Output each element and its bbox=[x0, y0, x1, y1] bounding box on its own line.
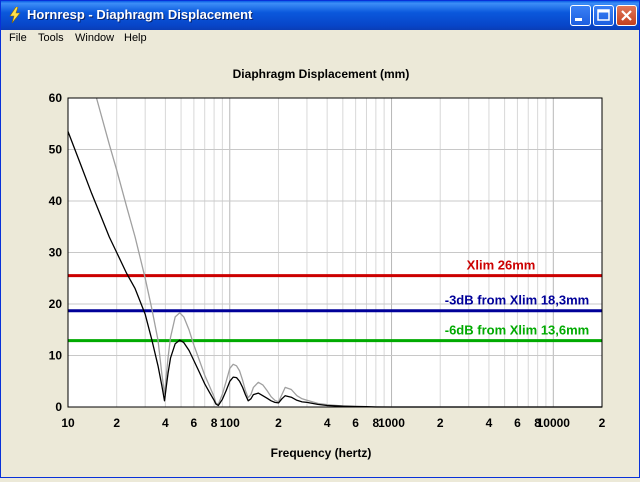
limit-line-label: Xlim 26mm bbox=[467, 258, 536, 273]
minimize-button[interactable] bbox=[570, 5, 591, 26]
menu-help[interactable]: Help bbox=[124, 32, 147, 44]
y-tick-label: 40 bbox=[49, 194, 63, 208]
x-tick-label: 100 bbox=[220, 416, 240, 430]
curves bbox=[67, 97, 602, 408]
menu-tools[interactable]: Tools bbox=[38, 32, 64, 44]
menu-bar: File Tools Window Help bbox=[1, 30, 639, 48]
y-tick-label: 10 bbox=[49, 349, 63, 363]
x-tick-label: 2 bbox=[599, 416, 606, 430]
limit-line-label: -6dB from Xlim 13,6mm bbox=[445, 323, 590, 338]
y-axis-ticks: 0 10 20 30 40 50 60 bbox=[49, 91, 63, 414]
y-tick-label: 0 bbox=[55, 400, 62, 414]
x-axis-label: Frequency (hertz) bbox=[271, 446, 372, 460]
displacement-chart: Diaphragm Displacement (mm) Xlim 26mm -3d… bbox=[49, 67, 606, 460]
x-tick-label: 8 bbox=[373, 416, 380, 430]
title-bar[interactable]: Hornresp - Diaphragm Displacement bbox=[1, 1, 639, 30]
x-tick-label: 2 bbox=[113, 416, 120, 430]
y-tick-label: 20 bbox=[49, 297, 63, 311]
menu-file[interactable]: File bbox=[9, 32, 27, 44]
maximize-button[interactable] bbox=[593, 5, 614, 26]
x-tick-label: 2 bbox=[437, 416, 444, 430]
maximize-icon bbox=[597, 9, 610, 21]
chart-title: Diaphragm Displacement (mm) bbox=[233, 67, 410, 81]
x-tick-label: 6 bbox=[352, 416, 359, 430]
x-tick-label: 8 bbox=[211, 416, 218, 430]
plot-border bbox=[67, 97, 603, 408]
x-tick-label: 8 bbox=[534, 416, 541, 430]
x-tick-label: 4 bbox=[486, 416, 493, 430]
x-tick-label: 10000 bbox=[537, 416, 571, 430]
menu-window[interactable]: Window bbox=[75, 32, 115, 44]
y-tick-label: 30 bbox=[49, 246, 63, 260]
x-tick-label: 4 bbox=[162, 416, 169, 430]
close-icon bbox=[621, 10, 632, 21]
minimize-icon bbox=[575, 18, 582, 21]
x-tick-label: 6 bbox=[191, 416, 198, 430]
window-title: Hornresp - Diaphragm Displacement bbox=[27, 7, 253, 22]
displacement-curve bbox=[67, 131, 602, 408]
x-tick-label: 1000 bbox=[378, 416, 405, 430]
x-tick-label: 2 bbox=[275, 416, 282, 430]
limit-lines: Xlim 26mm -3dB from Xlim 18,3mm -6dB from … bbox=[68, 258, 602, 343]
y-tick-label: 60 bbox=[49, 91, 63, 105]
grid bbox=[68, 98, 602, 407]
x-tick-label: 4 bbox=[324, 416, 331, 430]
y-tick-label: 50 bbox=[49, 143, 63, 157]
close-button[interactable] bbox=[616, 5, 637, 26]
x-tick-label: 6 bbox=[514, 416, 521, 430]
x-tick-label: 10 bbox=[61, 416, 75, 430]
displacement-curve bbox=[95, 97, 602, 408]
chart-panel: Diaphragm Displacement (mm) Xlim 26mm -3d… bbox=[1, 48, 639, 477]
limit-line-label: -3dB from Xlim 18,3mm bbox=[445, 293, 590, 308]
app-icon bbox=[9, 7, 21, 23]
